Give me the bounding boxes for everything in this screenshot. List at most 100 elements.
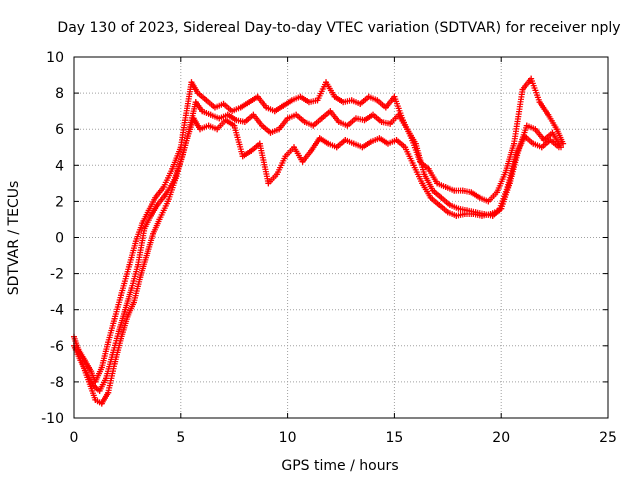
- data-point: [310, 122, 317, 129]
- data-point: [258, 122, 265, 129]
- data-point: [528, 75, 535, 82]
- x-tick-label: 10: [279, 430, 297, 446]
- data-point: [197, 126, 204, 133]
- x-axis-label: GPS time / hours: [281, 458, 398, 474]
- data-point: [412, 140, 419, 147]
- data-point: [493, 189, 500, 196]
- data-point: [111, 315, 118, 322]
- data-point: [231, 122, 238, 129]
- data-point: [425, 165, 432, 172]
- data-point: [374, 97, 381, 104]
- data-point: [348, 97, 355, 104]
- axis-ticks: 0 5 10 15 20 25 -10 -8 -6 -4 -2 0 2 4 6 8 10: [41, 50, 617, 446]
- y-tick-label: -2: [50, 267, 64, 283]
- y-tick-label: 2: [55, 194, 64, 210]
- data-point: [451, 187, 458, 194]
- data-point: [98, 364, 105, 371]
- data-point: [325, 140, 332, 147]
- data-point: [254, 93, 261, 100]
- data-point: [160, 183, 167, 190]
- data-point: [79, 360, 86, 367]
- data-point: [404, 126, 411, 133]
- data-point: [308, 147, 315, 154]
- data-point: [352, 115, 359, 122]
- data-point: [88, 368, 95, 375]
- data-point: [511, 140, 518, 147]
- data-point: [229, 108, 236, 115]
- data-point: [536, 99, 543, 106]
- data-point: [147, 212, 154, 219]
- data-point: [241, 118, 248, 125]
- data-point: [132, 238, 139, 245]
- data-point: [205, 122, 212, 129]
- data-point: [111, 360, 118, 367]
- data-point: [391, 93, 398, 100]
- data-point: [549, 129, 556, 136]
- data-point: [378, 118, 385, 125]
- data-point: [246, 99, 253, 106]
- data-point: [496, 207, 503, 214]
- data-point: [395, 111, 402, 118]
- data-point: [207, 111, 214, 118]
- data-point: [145, 207, 152, 214]
- data-point: [429, 187, 436, 194]
- data-point: [98, 400, 105, 407]
- data-point: [267, 129, 274, 136]
- data-point: [273, 171, 280, 178]
- data-point: [434, 180, 441, 187]
- data-point: [410, 162, 417, 169]
- data-point: [117, 292, 124, 299]
- data-point: [130, 299, 137, 306]
- data-point: [184, 135, 191, 142]
- data-point: [419, 180, 426, 187]
- chart-title: Day 130 of 2023, Sidereal Day-to-day VTE…: [57, 20, 620, 36]
- data-point: [468, 189, 475, 196]
- data-point: [323, 79, 330, 86]
- x-tick-label: 0: [70, 430, 79, 446]
- x-tick-label: 5: [176, 430, 185, 446]
- data-point: [427, 194, 434, 201]
- data-point: [96, 387, 103, 394]
- data-point: [293, 111, 300, 118]
- data-point: [487, 211, 494, 218]
- data-point: [137, 274, 144, 281]
- y-tick-label: -8: [50, 375, 64, 391]
- data-point: [152, 194, 159, 201]
- data-point: [530, 140, 537, 147]
- data-point: [350, 140, 357, 147]
- data-point: [85, 378, 92, 385]
- data-point: [478, 212, 485, 219]
- x-tick-label: 20: [492, 430, 510, 446]
- data-point: [455, 205, 462, 212]
- data-point: [105, 389, 112, 396]
- data-point: [555, 144, 562, 151]
- data-point: [402, 144, 409, 151]
- series-track-3: [79, 115, 562, 407]
- data-point: [367, 138, 374, 145]
- data-point: [135, 261, 142, 268]
- data-point: [316, 135, 323, 142]
- data-point: [173, 173, 180, 180]
- data-point: [222, 117, 229, 124]
- data-point: [470, 211, 477, 218]
- data-point: [421, 171, 428, 178]
- data-point: [169, 165, 176, 172]
- y-axis-label: SDTVAR / TECUs: [6, 181, 22, 296]
- data-point: [288, 97, 295, 104]
- data-point: [248, 147, 255, 154]
- data-point: [340, 99, 347, 106]
- data-point: [387, 120, 394, 127]
- data-point: [139, 220, 146, 227]
- data-point: [314, 97, 321, 104]
- x-tick-label: 25: [599, 430, 617, 446]
- data-point: [382, 104, 389, 111]
- data-point: [282, 153, 289, 160]
- data-point: [280, 102, 287, 109]
- data-point: [301, 118, 308, 125]
- data-point: [192, 99, 199, 106]
- data-point: [331, 93, 338, 100]
- data-point: [342, 137, 349, 144]
- data-point: [263, 104, 270, 111]
- y-tick-label: 4: [55, 158, 64, 174]
- data-point: [519, 86, 526, 93]
